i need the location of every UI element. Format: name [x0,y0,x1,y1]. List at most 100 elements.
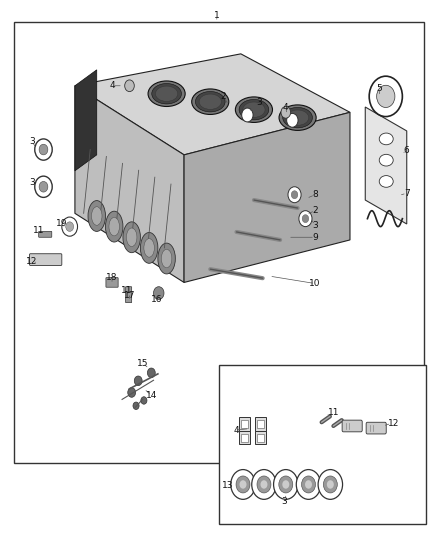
Circle shape [39,181,48,192]
Circle shape [134,376,142,385]
FancyBboxPatch shape [106,278,118,287]
FancyBboxPatch shape [126,287,132,303]
Text: 4: 4 [109,81,115,90]
Polygon shape [184,112,350,282]
Text: 10: 10 [309,279,321,288]
Circle shape [252,470,276,499]
Circle shape [240,480,247,489]
Circle shape [283,480,289,489]
Circle shape [257,476,271,493]
Text: 13: 13 [222,481,233,490]
Ellipse shape [283,108,312,128]
Text: 5: 5 [376,84,382,93]
Ellipse shape [158,243,175,274]
Text: 14: 14 [146,391,157,400]
Ellipse shape [379,175,393,187]
Bar [241,434,247,442]
Circle shape [296,470,321,499]
Text: 4: 4 [233,426,239,435]
FancyBboxPatch shape [29,254,62,265]
Circle shape [141,397,147,404]
FancyBboxPatch shape [342,420,362,432]
Circle shape [242,108,253,122]
Bar [239,417,250,431]
Polygon shape [75,54,350,155]
Ellipse shape [243,102,265,117]
Circle shape [279,476,293,493]
Circle shape [318,470,343,499]
Circle shape [327,480,334,489]
Bar [257,434,264,442]
Text: 19: 19 [56,220,67,229]
Ellipse shape [161,249,172,268]
FancyBboxPatch shape [39,231,52,237]
Text: 11: 11 [328,408,339,417]
Text: 3: 3 [257,98,262,107]
Text: 12: 12 [26,257,38,265]
Bar [219,365,426,524]
Circle shape [261,480,268,489]
Bar [14,22,424,463]
Circle shape [291,191,298,199]
Circle shape [39,144,48,155]
Text: 12: 12 [388,419,399,428]
Ellipse shape [144,239,154,257]
Polygon shape [75,86,184,282]
Ellipse shape [279,105,316,131]
Text: 17: 17 [124,291,135,300]
Ellipse shape [88,200,106,231]
Text: 9: 9 [312,233,318,242]
Text: 2: 2 [221,92,226,101]
Ellipse shape [127,228,137,246]
Ellipse shape [152,84,181,104]
Text: 15: 15 [137,359,148,368]
Ellipse shape [195,92,225,112]
Circle shape [153,287,164,300]
Circle shape [231,470,255,499]
Circle shape [288,187,301,203]
Circle shape [128,387,136,397]
FancyBboxPatch shape [366,422,386,434]
Text: 3: 3 [29,178,35,187]
Circle shape [236,476,250,493]
Circle shape [301,476,315,493]
Circle shape [274,470,298,499]
Circle shape [281,107,290,118]
Circle shape [323,476,337,493]
Text: 3: 3 [29,137,35,146]
Text: 6: 6 [404,146,410,155]
Circle shape [369,76,403,117]
Text: 1: 1 [214,11,220,20]
Text: 3: 3 [312,221,318,230]
Circle shape [35,139,52,160]
Ellipse shape [155,86,178,101]
Polygon shape [75,70,97,171]
Ellipse shape [109,217,120,236]
Text: 18: 18 [106,273,118,281]
Ellipse shape [123,222,141,253]
Text: 8: 8 [312,190,318,199]
Circle shape [148,368,155,377]
Text: 11: 11 [121,286,132,295]
Bar [255,431,266,445]
Bar [255,417,266,431]
Ellipse shape [379,133,393,145]
Circle shape [299,211,312,227]
Text: 7: 7 [404,189,410,198]
Bar [257,420,264,428]
Ellipse shape [148,81,185,107]
Bar [239,431,250,445]
Text: 4: 4 [283,102,288,111]
Circle shape [287,114,298,127]
Ellipse shape [141,232,158,263]
Ellipse shape [199,94,221,109]
Polygon shape [365,107,407,224]
Ellipse shape [235,97,272,123]
Ellipse shape [192,89,229,115]
Circle shape [66,222,74,231]
Circle shape [133,402,139,409]
Circle shape [305,480,312,489]
Ellipse shape [92,207,102,225]
Circle shape [302,215,309,223]
Ellipse shape [106,211,123,242]
